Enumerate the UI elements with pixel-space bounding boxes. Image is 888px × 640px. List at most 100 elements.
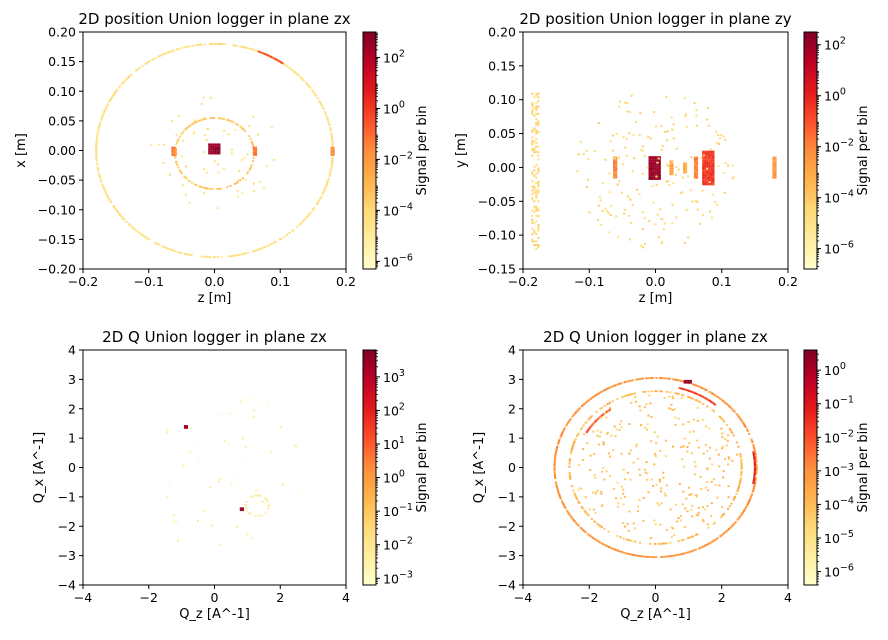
heatmap-cell bbox=[665, 484, 668, 487]
heatmap-cell bbox=[723, 458, 727, 461]
heatmap-cell bbox=[654, 223, 657, 226]
heatmap-cell bbox=[665, 555, 668, 558]
heatmap-cell bbox=[571, 445, 574, 447]
heatmap-cell bbox=[559, 497, 562, 500]
heatmap-cell bbox=[264, 245, 267, 248]
heatmap-cell bbox=[665, 528, 668, 531]
heatmap-cell bbox=[248, 47, 251, 50]
heatmap-cell bbox=[660, 125, 663, 128]
heatmap-cell bbox=[217, 42, 220, 45]
heatmap-cell bbox=[669, 160, 672, 163]
heatmap-cell bbox=[604, 388, 608, 391]
heatmap-cell bbox=[331, 138, 334, 141]
heatmap-cell bbox=[306, 83, 309, 86]
chart-title: 2D position Union logger in plane zx bbox=[78, 10, 350, 28]
heatmap-cell bbox=[659, 542, 662, 545]
heatmap-cell bbox=[559, 496, 562, 499]
heatmap-cell bbox=[677, 168, 680, 171]
heatmap-cell bbox=[732, 498, 735, 501]
heatmap-cell bbox=[669, 162, 672, 165]
y-tick-label: 0.15 bbox=[488, 58, 516, 73]
heatmap-cell bbox=[696, 399, 699, 402]
x-tick-label: 2 bbox=[276, 590, 284, 605]
heatmap-cell bbox=[118, 212, 121, 215]
heatmap-cell bbox=[575, 497, 579, 500]
heatmap-cell bbox=[553, 462, 556, 464]
heatmap-cell bbox=[183, 426, 187, 429]
heatmap-cell bbox=[648, 394, 651, 397]
heatmap-cell bbox=[690, 536, 693, 538]
heatmap-cell bbox=[654, 178, 657, 180]
heatmap-cell bbox=[218, 43, 222, 45]
heatmap-cell bbox=[697, 400, 700, 403]
heatmap-cell bbox=[535, 205, 538, 208]
heatmap-cell bbox=[312, 90, 315, 93]
heatmap-cell bbox=[740, 459, 743, 461]
heatmap-cell bbox=[592, 537, 595, 540]
heatmap-cell bbox=[667, 555, 670, 558]
heatmap-cell bbox=[572, 489, 575, 492]
heatmap-cell bbox=[592, 491, 595, 494]
heatmap-cell bbox=[664, 131, 667, 133]
heatmap-cells bbox=[531, 92, 777, 250]
heatmap-cell bbox=[604, 544, 608, 547]
heatmap-cell bbox=[702, 387, 705, 390]
heatmap-cell bbox=[331, 140, 334, 143]
heatmap-cell bbox=[305, 82, 308, 85]
heatmap-cell bbox=[622, 468, 625, 471]
heatmap-cell bbox=[588, 508, 591, 511]
heatmap-cell bbox=[239, 253, 242, 256]
heatmap-cell bbox=[621, 396, 624, 399]
heatmap-cell bbox=[240, 158, 243, 161]
heatmap-cell bbox=[670, 526, 673, 529]
heatmap-cell bbox=[710, 183, 713, 186]
colorbar-label: Signal per bin bbox=[415, 106, 430, 196]
heatmap-cell bbox=[129, 224, 132, 227]
heatmap-cell bbox=[103, 188, 106, 191]
heatmap-cell bbox=[702, 168, 705, 171]
heatmap-cell bbox=[252, 115, 255, 118]
heatmap-cell bbox=[737, 415, 740, 418]
heatmap-cell bbox=[123, 218, 126, 221]
heatmap-cell bbox=[119, 213, 122, 216]
heatmap-cell bbox=[285, 65, 289, 68]
heatmap-cell bbox=[694, 548, 698, 551]
heatmap-cell bbox=[590, 518, 593, 520]
heatmap-cell bbox=[712, 193, 715, 196]
heatmap-cell bbox=[753, 484, 756, 487]
heatmap-cell bbox=[299, 76, 302, 79]
heatmap-cell bbox=[712, 163, 715, 166]
heatmap-cell bbox=[719, 137, 722, 140]
heatmap-cell bbox=[744, 425, 747, 428]
heatmap-cell bbox=[328, 124, 331, 126]
heatmap-cell bbox=[531, 143, 534, 146]
heatmap-cell bbox=[205, 255, 208, 258]
heatmap-cell bbox=[667, 377, 670, 380]
heatmap-cell bbox=[114, 91, 117, 94]
heatmap-cell bbox=[733, 497, 736, 500]
heatmap-cell bbox=[665, 390, 669, 393]
heatmap-cell bbox=[212, 145, 215, 148]
heatmap-cell bbox=[323, 188, 326, 191]
heatmap-cell bbox=[599, 431, 602, 434]
heatmap-cell bbox=[670, 403, 673, 406]
heatmap-cell bbox=[267, 244, 270, 247]
heatmap-cell bbox=[656, 165, 659, 168]
x-tick-label: 4 bbox=[784, 590, 792, 605]
heatmap-cell bbox=[615, 156, 618, 159]
heatmap-cell bbox=[252, 146, 256, 149]
heatmap-cell bbox=[326, 181, 329, 183]
heatmap-cell bbox=[725, 444, 728, 447]
heatmap-cell bbox=[593, 421, 596, 424]
heatmap-cell bbox=[252, 415, 255, 418]
heatmap-cell bbox=[239, 509, 242, 512]
heatmap-cell bbox=[728, 505, 731, 508]
heatmap-cell bbox=[642, 519, 645, 522]
heatmap-cell bbox=[637, 457, 640, 460]
heatmap-cell bbox=[754, 453, 757, 455]
heatmap-cell bbox=[647, 414, 650, 417]
heatmap-cell bbox=[553, 459, 556, 461]
heatmap-cell bbox=[202, 510, 206, 513]
heatmap-cell bbox=[553, 466, 556, 469]
heatmap-cell bbox=[243, 46, 247, 49]
